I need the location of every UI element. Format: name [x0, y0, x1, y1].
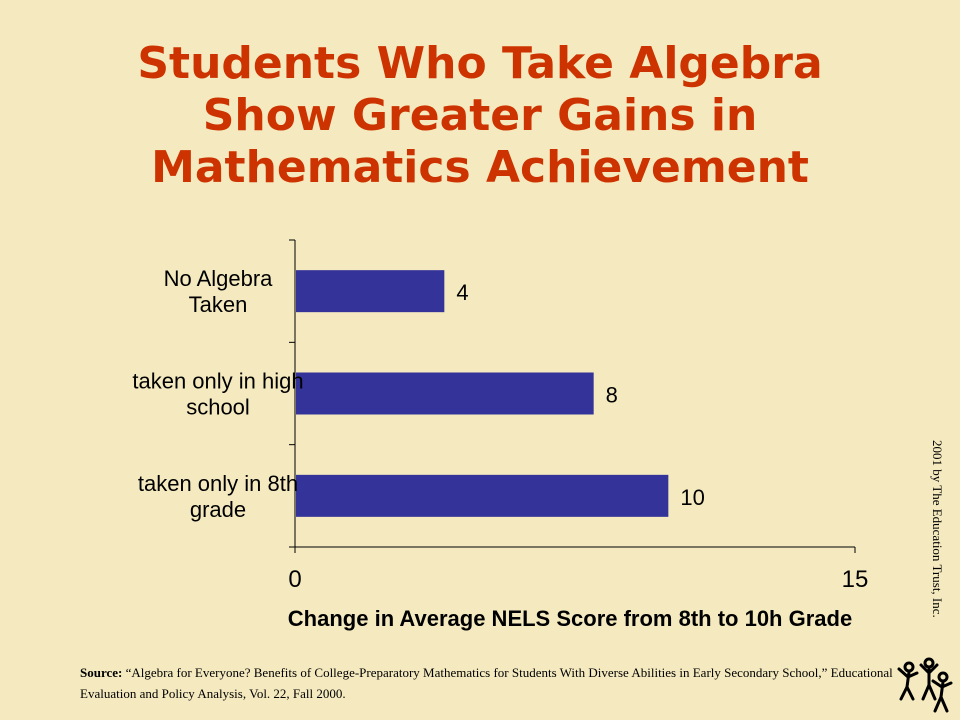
category-label: taken only in 8th grade — [138, 471, 298, 522]
copyright-credit: 2001 by The Education Trust, Inc. — [930, 440, 945, 618]
category-label: taken only in high school — [132, 369, 303, 420]
title-line-2: Show Greater Gains in — [202, 90, 758, 141]
x-axis-title: Change in Average NELS Score from 8th to… — [288, 606, 852, 631]
data-label: 4 — [456, 280, 468, 305]
source-citation: Source: “Algebra for Everyone? Benefits … — [80, 662, 895, 704]
x-tick-label: 0 — [288, 566, 301, 593]
bar — [296, 474, 669, 517]
source-label: Source: — [80, 665, 123, 680]
source-text: “Algebra for Everyone? Benefits of Colle… — [80, 665, 893, 701]
category-label: No Algebra Taken — [164, 266, 274, 317]
data-label: 10 — [680, 485, 704, 510]
people-cheering-icon — [897, 657, 953, 713]
x-tick-label: 15 — [842, 566, 869, 593]
bar — [296, 270, 445, 313]
title-line-3: Mathematics Achievement — [151, 142, 809, 193]
data-label: 8 — [606, 383, 618, 408]
bar — [296, 372, 594, 415]
slide-title: Students Who Take Algebra Show Greater G… — [40, 38, 920, 194]
title-line-1: Students Who Take Algebra — [137, 38, 823, 89]
